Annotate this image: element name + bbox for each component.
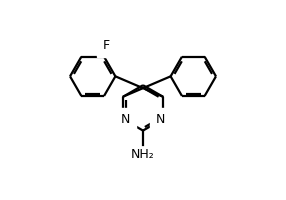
Text: NH₂: NH₂ [131,148,155,161]
Text: N: N [156,113,165,126]
Text: N: N [121,113,130,126]
Text: F: F [102,39,110,52]
